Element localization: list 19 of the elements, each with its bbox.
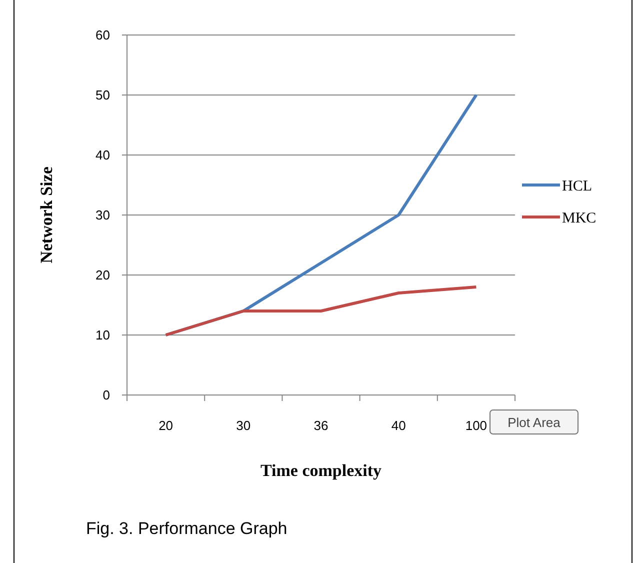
- x-tick-label: 100: [465, 418, 488, 433]
- y-tick-label: 40: [96, 148, 110, 163]
- y-tick-label: 20: [96, 268, 110, 283]
- y-tick-label: 10: [96, 328, 110, 343]
- legend-label: MKC: [562, 210, 596, 226]
- caption: Fig. 3. Performance Graph: [86, 519, 288, 538]
- y-tick-label: 50: [96, 88, 110, 103]
- x-axis-title: Time complexity: [260, 461, 382, 480]
- x-tick-label: 36: [314, 418, 328, 433]
- y-axis-title: Network Size: [37, 166, 56, 264]
- y-tick-label: 30: [96, 208, 110, 223]
- y-tick-label: 60: [96, 28, 110, 43]
- y-tick-label: 0: [102, 388, 110, 403]
- line-series: [164, 286, 478, 336]
- x-tick-label: 30: [236, 418, 251, 433]
- x-tick-label: 20: [158, 418, 174, 433]
- legend-label: HCL: [562, 178, 592, 194]
- x-tick-label: 40: [391, 418, 406, 433]
- text: Plot Area: [508, 415, 562, 430]
